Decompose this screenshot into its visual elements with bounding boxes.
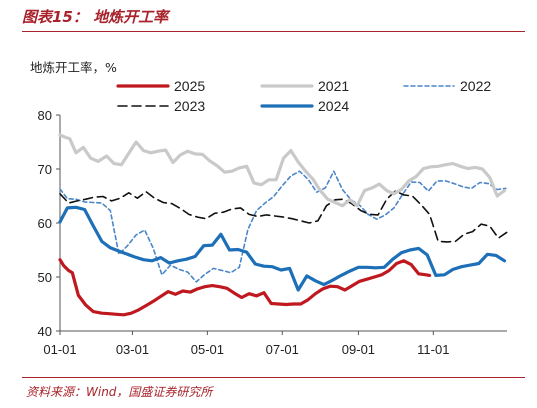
- legend: 2025 2021 2022 2023 2024: [116, 78, 491, 114]
- x-tick-label: 03-01: [116, 342, 149, 357]
- legend-label-2025: 2025: [174, 78, 205, 94]
- source-note: 资料来源：Wind，国盛证券研究所: [26, 385, 213, 399]
- legend-label-2023: 2023: [174, 98, 205, 114]
- y-tick-label: 80: [38, 108, 52, 123]
- series-line-2024: [58, 205, 507, 292]
- x-tick-label: 07-01: [266, 342, 299, 357]
- series-lines: [58, 133, 508, 317]
- legend-label-2021: 2021: [318, 78, 349, 94]
- series-line-2022: [59, 170, 507, 283]
- y-tick-label: 70: [38, 162, 52, 177]
- legend-label-2024: 2024: [318, 98, 349, 114]
- tick-labels: 40 50 60 70 80 01-01 03-01 05-01 07-01 09-01 11-01: [38, 108, 450, 357]
- x-tick-label: 05-01: [191, 342, 224, 357]
- axes: [56, 114, 507, 335]
- series-line-2021: [58, 133, 507, 208]
- figure-title: 图表15： 地炼开工率: [22, 8, 169, 26]
- series-line-2023: [59, 190, 508, 243]
- source-divider: [22, 377, 525, 378]
- legend-label-2022: 2022: [460, 78, 491, 94]
- x-tick-label: 01-01: [43, 342, 76, 357]
- y-tick-label: 60: [38, 216, 52, 231]
- title-divider: [22, 31, 525, 32]
- x-tick-label: 09-01: [342, 342, 375, 357]
- y-tick-label: 40: [38, 324, 52, 339]
- series-line-2025: [58, 258, 432, 317]
- y-tick-label: 50: [38, 270, 52, 285]
- x-tick-label: 11-01: [417, 342, 449, 357]
- y-axis-label: 地炼开工率，%: [30, 60, 117, 75]
